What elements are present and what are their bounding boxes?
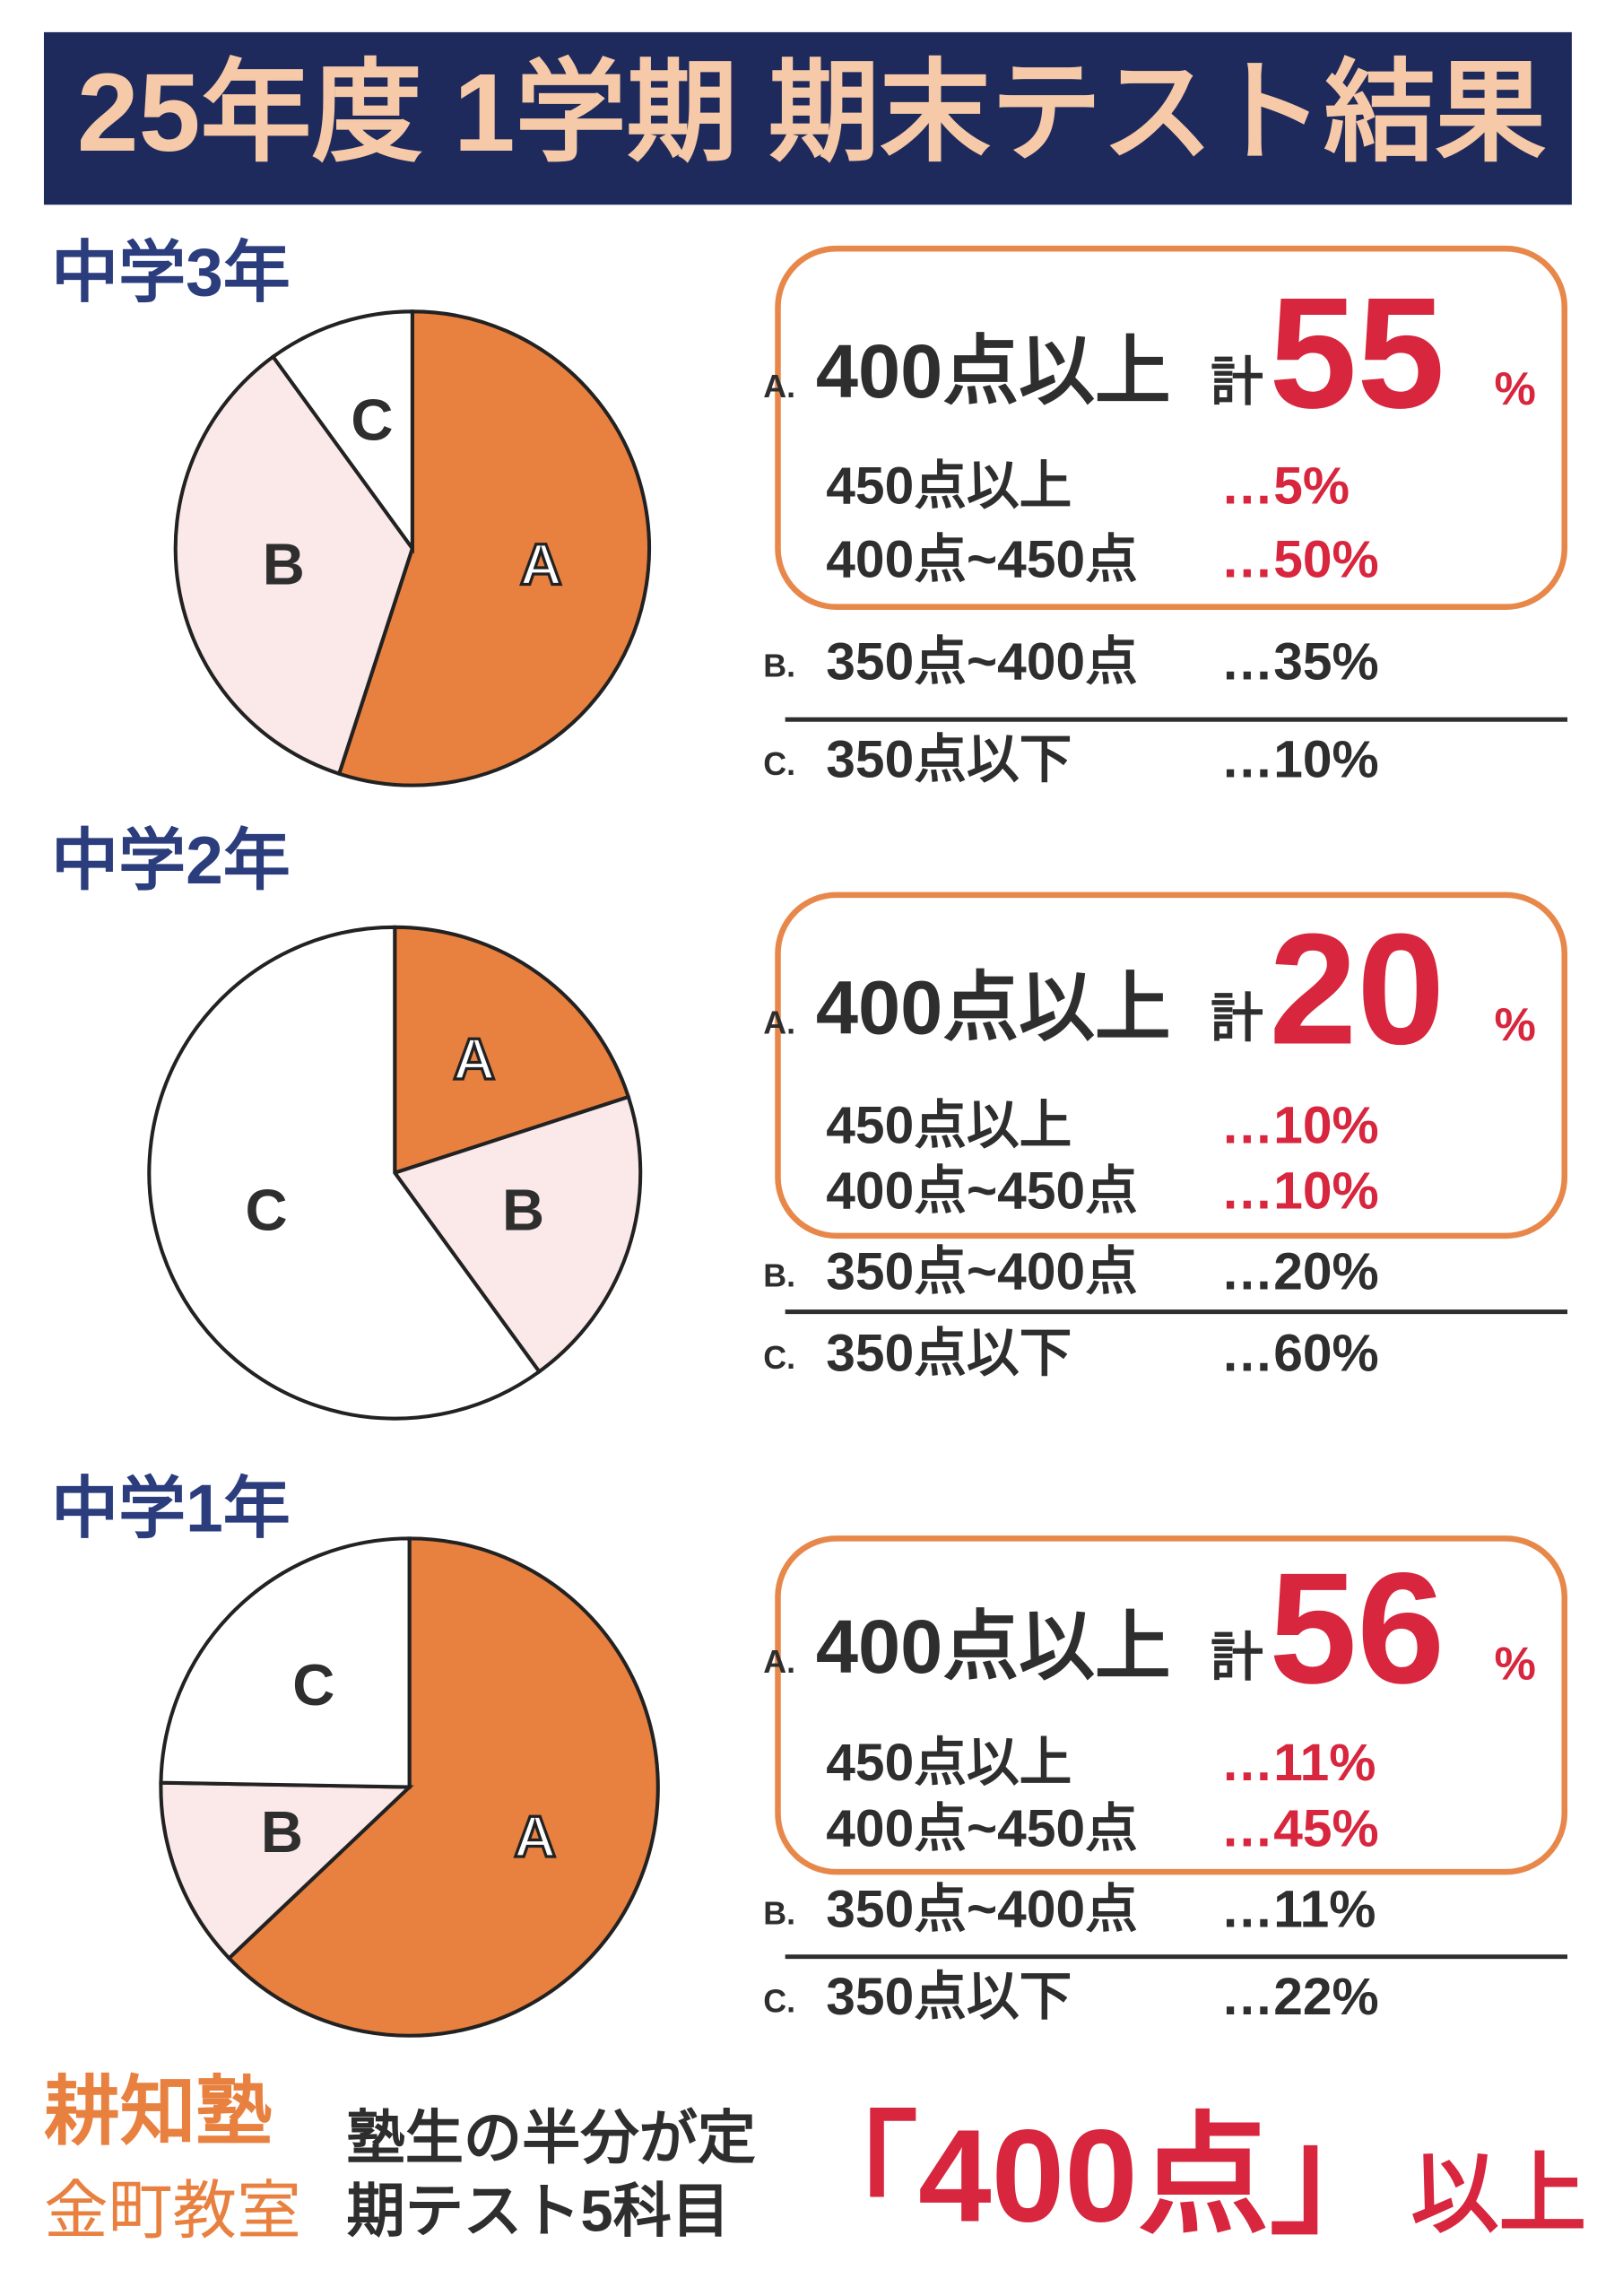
slice-label: A bbox=[453, 1026, 495, 1091]
c-value: …60% bbox=[1221, 1325, 1379, 1383]
footer-line: 期テスト5科目 bbox=[346, 2179, 730, 2244]
footer-line: 塾生の半分が定 bbox=[346, 2105, 756, 2170]
highlight-suffix: 以上 bbox=[1411, 2144, 1587, 2243]
total-value: 56 bbox=[1269, 1541, 1445, 1717]
row-value: …50% bbox=[1221, 530, 1379, 588]
pie-slice bbox=[159, 1536, 412, 1789]
a-label: 400点以上 bbox=[816, 1604, 1171, 1689]
slice-label: C bbox=[292, 1652, 334, 1718]
c-value: …22% bbox=[1221, 1968, 1379, 2026]
row-label: 400点~450点 bbox=[826, 1800, 1137, 1858]
slice-label: A bbox=[520, 531, 562, 596]
total-label: 計 bbox=[1211, 1629, 1263, 1687]
a-label: 400点以上 bbox=[816, 964, 1171, 1049]
b-label: 350点~400点 bbox=[826, 1880, 1137, 1938]
panel-box bbox=[775, 891, 1568, 1239]
b-value: …11% bbox=[1221, 1880, 1376, 1938]
marker: C. bbox=[763, 1340, 795, 1376]
marker: B. bbox=[763, 1258, 795, 1294]
pie-slice bbox=[147, 925, 542, 1421]
brand: 耕知塾 bbox=[44, 2068, 272, 2153]
page-title: 25年度 1学期 期末テスト結果 bbox=[77, 51, 1547, 175]
highlight: 「400点」 bbox=[786, 2102, 1401, 2249]
slice-label: A bbox=[514, 1804, 556, 1869]
total-unit: % bbox=[1494, 999, 1535, 1051]
pie-slice bbox=[159, 1780, 414, 1961]
row-value: …45% bbox=[1221, 1800, 1379, 1858]
section-title: 中学2年 bbox=[51, 822, 291, 898]
c-value: …10% bbox=[1221, 731, 1379, 789]
row-value: …10% bbox=[1221, 1162, 1379, 1221]
row-value: …10% bbox=[1221, 1096, 1379, 1154]
slice-label: C bbox=[245, 1178, 287, 1243]
slice-label: B bbox=[502, 1178, 544, 1243]
pie-slice bbox=[336, 309, 652, 787]
section-title: 中学3年 bbox=[51, 235, 291, 310]
row-value: …5% bbox=[1221, 457, 1350, 516]
row-value: …11% bbox=[1221, 1734, 1376, 1792]
total-unit: % bbox=[1494, 1639, 1535, 1691]
c-label: 350点以下 bbox=[826, 1968, 1072, 2026]
total-unit: % bbox=[1494, 363, 1535, 415]
marker: C. bbox=[763, 746, 795, 782]
row-label: 400点~450点 bbox=[826, 530, 1137, 588]
panel-box bbox=[775, 1535, 1568, 1875]
section-title: 中学1年 bbox=[51, 1470, 291, 1545]
pie-slice bbox=[270, 309, 414, 554]
marker: A. bbox=[763, 369, 795, 404]
pie-slice bbox=[393, 925, 631, 1176]
a-label: 400点以上 bbox=[816, 328, 1171, 413]
header-bar bbox=[43, 31, 1572, 205]
b-value: …35% bbox=[1221, 632, 1379, 691]
b-label: 350点~400点 bbox=[826, 632, 1137, 691]
c-label: 350点以下 bbox=[826, 1325, 1072, 1383]
marker: C. bbox=[763, 1983, 795, 2019]
slice-label: C bbox=[351, 387, 393, 453]
marker: B. bbox=[763, 1896, 795, 1932]
total-value: 55 bbox=[1269, 265, 1445, 441]
total-label: 計 bbox=[1211, 353, 1263, 412]
pie-slice bbox=[391, 1094, 643, 1375]
row-label: 450点以上 bbox=[826, 457, 1072, 516]
row-label: 400点~450点 bbox=[826, 1162, 1137, 1221]
row-label: 450点以上 bbox=[826, 1734, 1072, 1792]
pie-slice bbox=[226, 1536, 660, 2038]
c-label: 350点以下 bbox=[826, 731, 1072, 789]
row-label: 450点以上 bbox=[826, 1096, 1072, 1154]
branch: 金町教室 bbox=[44, 2175, 301, 2247]
marker: A. bbox=[763, 1644, 795, 1680]
slice-label: B bbox=[261, 1799, 303, 1865]
slice-label: B bbox=[263, 531, 305, 596]
total-value: 20 bbox=[1269, 901, 1445, 1077]
pie-slice bbox=[173, 353, 415, 777]
b-label: 350点~400点 bbox=[826, 1242, 1137, 1300]
marker: B. bbox=[763, 648, 795, 684]
b-value: …20% bbox=[1221, 1242, 1379, 1300]
marker: A. bbox=[763, 1005, 795, 1041]
total-label: 計 bbox=[1211, 989, 1263, 1048]
panel-box bbox=[775, 245, 1568, 610]
